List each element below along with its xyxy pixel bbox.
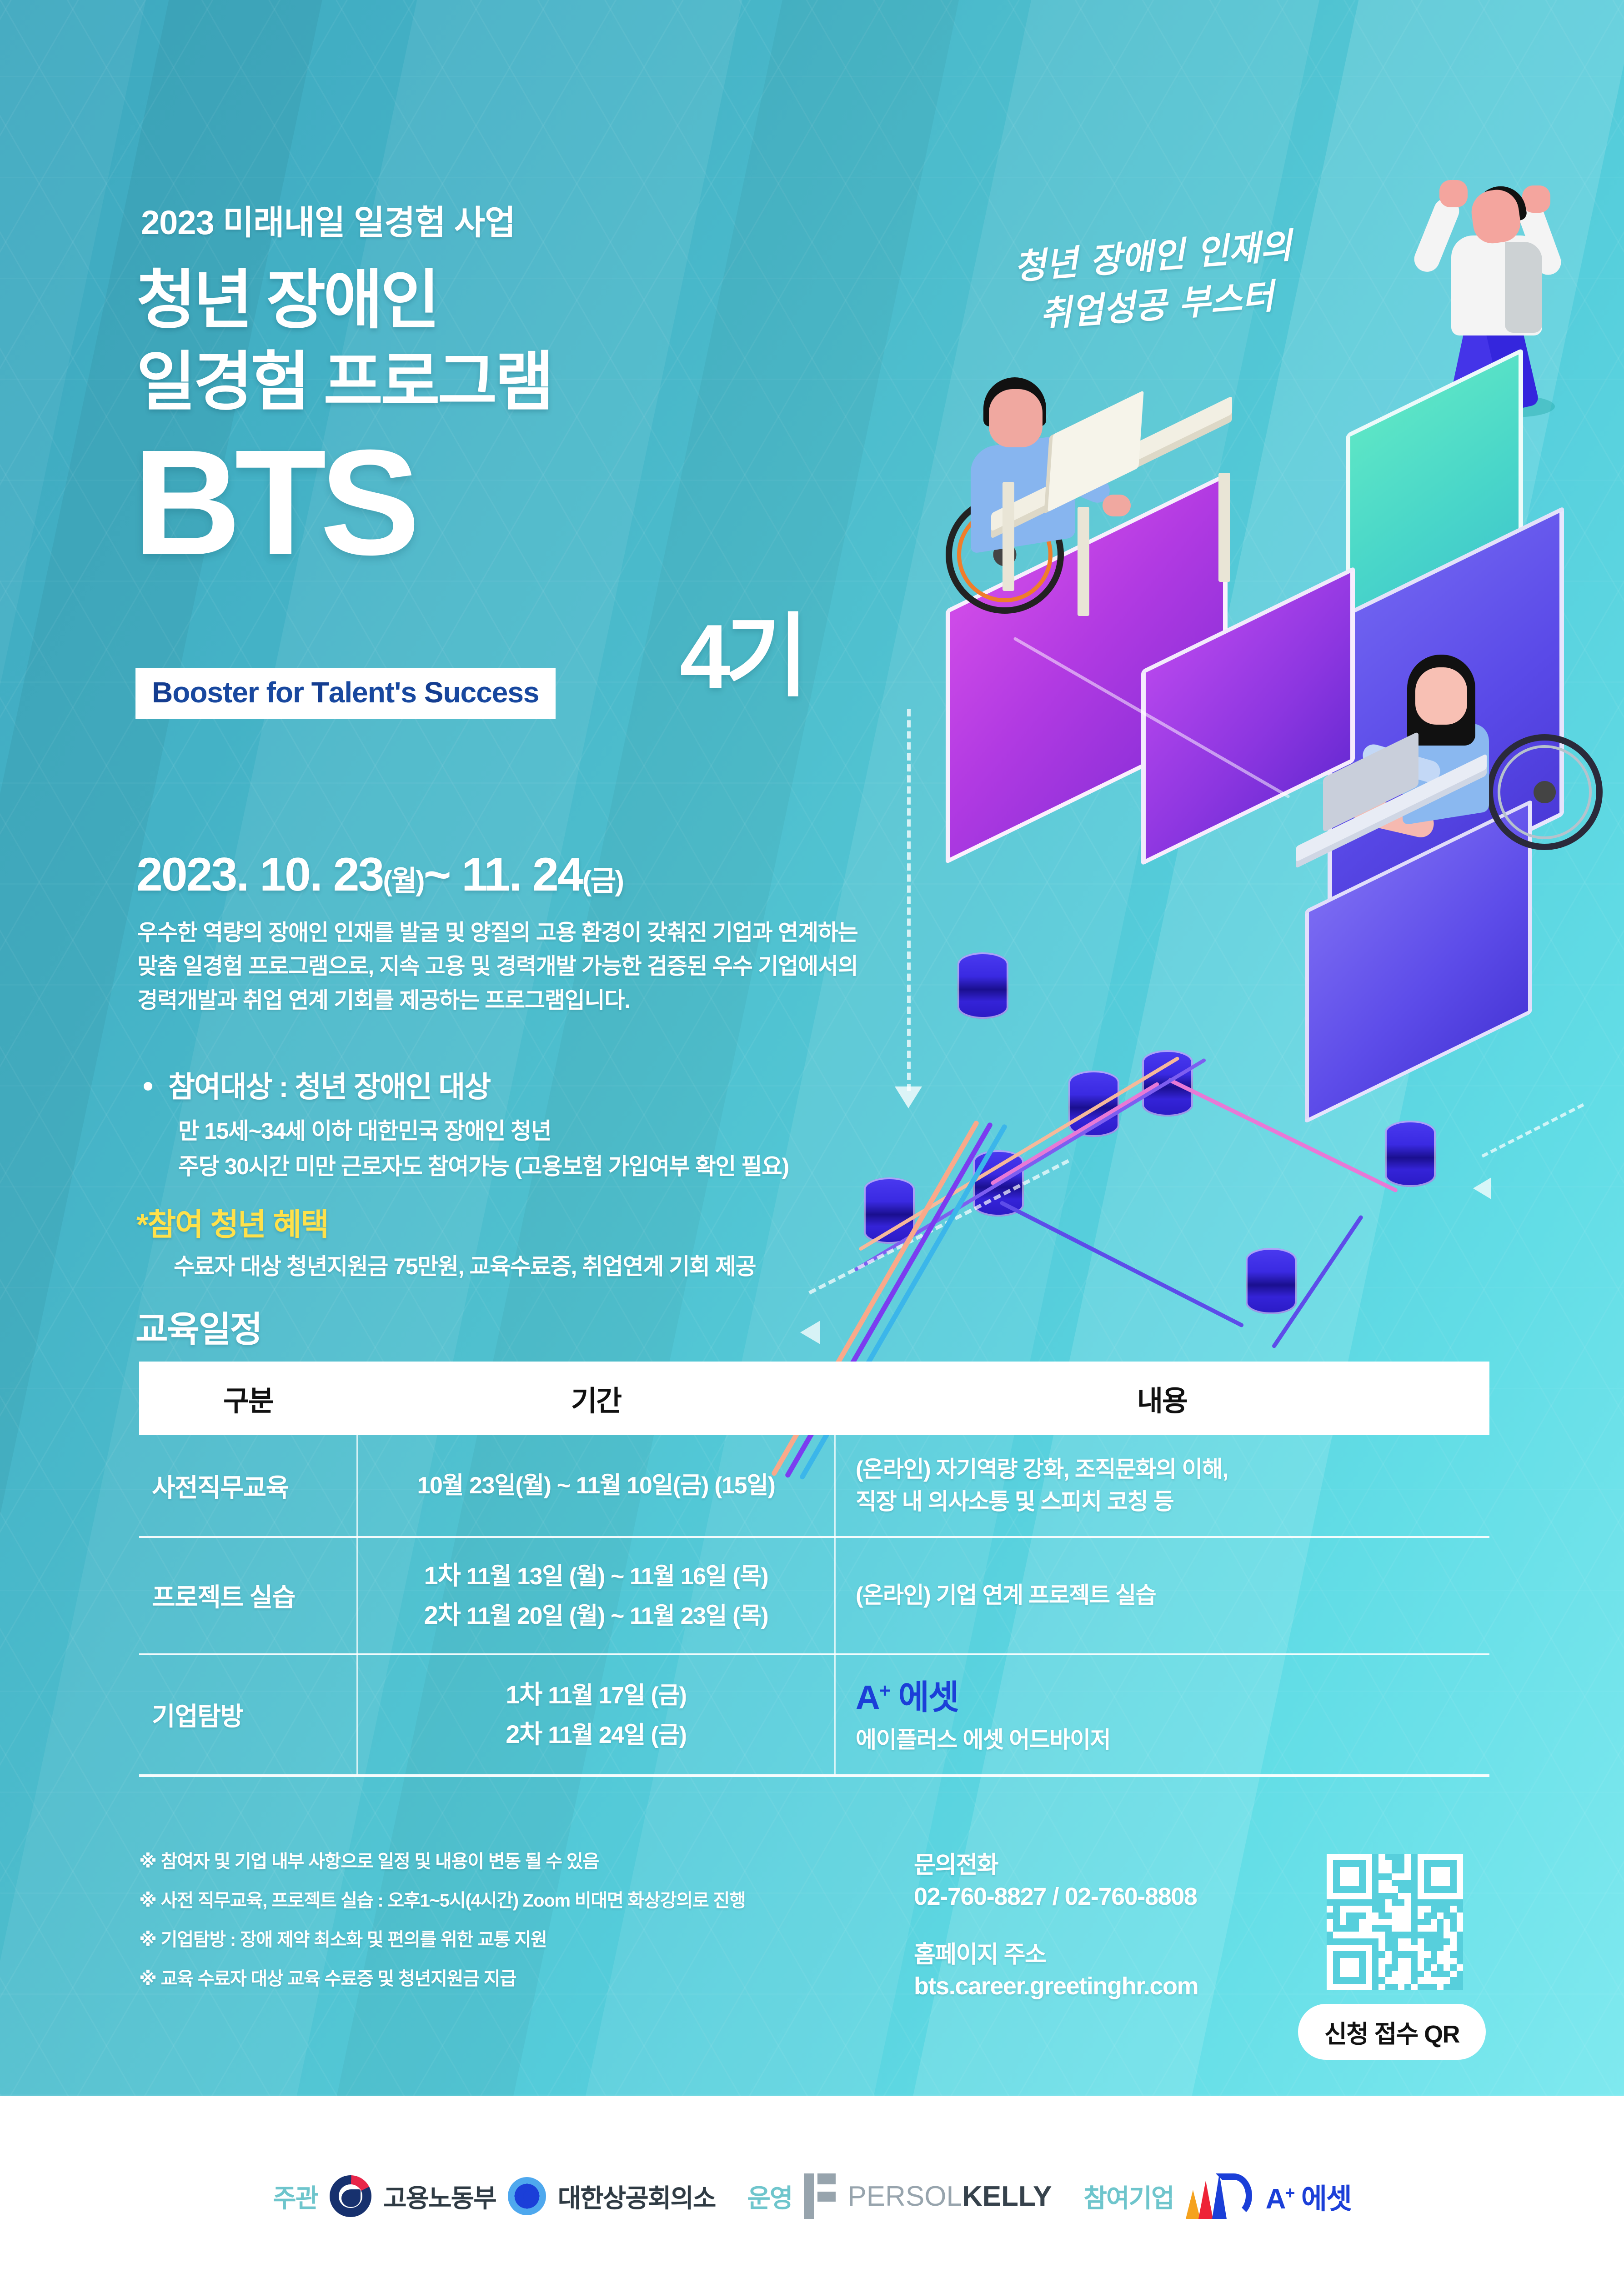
program-description: 우수한 역량의 장애인 인재를 발굴 및 양질의 고용 환경이 갖춰진 기업과 … [137, 921, 858, 1013]
row-content: (온라인) 기업 연계 프로젝트 실습 [835, 1537, 1489, 1655]
cheering-person-illustration [1400, 168, 1582, 417]
row-period: 1차 11월 13일 (월) ~ 11월 16일 (목) 2차 11월 20일 … [357, 1537, 836, 1655]
eligibility-line-1: 만 15세~34세 이하 대한민국 장애인 청년 [178, 1118, 552, 1144]
benefit-title: *참여 청년 혜택 [136, 1207, 329, 1242]
eligibility-line-2: 주당 30시간 미만 근로자도 참여가능 (고용보험 가입여부 확인 필요) [178, 1153, 789, 1179]
website-value[interactable]: bts.career.greetinghr.com [914, 1973, 1199, 2000]
bullet-dot-icon [144, 1082, 152, 1091]
benefit-details: 수료자 대상 청년지원금 75만원, 교육수료증, 취업연계 기회 제공 [174, 1254, 757, 1279]
qr-badge-label: 신청 접수 QR [1298, 2004, 1486, 2060]
row-division: 사전직무교육 [139, 1435, 358, 1538]
row-content: (온라인) 자기역량 강화, 조직문화의 이해, 직장 내 의사소통 및 스피치… [835, 1435, 1489, 1538]
ministry-of-employment-logo-icon [330, 2175, 372, 2217]
person-at-desk-illustration [966, 377, 1131, 568]
col-header-division: 구분 [139, 1362, 357, 1435]
footer-label-partner: 참여기업 [1083, 2183, 1175, 2213]
partner-full-name: 에이플러스 에셋 어드바이저 [856, 1727, 1111, 1752]
col-header-period: 기간 [357, 1362, 835, 1435]
footer-logo-bar: 주관 고용노동부 대한상공회의소 운영 PERSOLKELLY 참여기업 [0, 2096, 1624, 2273]
persol-logo-icon [804, 2173, 836, 2219]
kcci-logo-icon [507, 2177, 546, 2215]
table-row: 프로젝트 실습 1차 11월 13일 (월) ~ 11월 16일 (목) 2차 … [139, 1537, 1489, 1655]
schedule-section-title: 교육일정 [135, 1309, 263, 1349]
qr-code[interactable] [1327, 1854, 1463, 1990]
footer-logo-persolkelly: PERSOLKELLY [847, 2180, 1052, 2212]
footer-group-host: 주관 고용노동부 대한상공회의소 [273, 2175, 717, 2217]
eligibility-title: 참여대상 : 청년 장애인 대상 [168, 1071, 491, 1103]
dashed-arrow-vertical [907, 709, 911, 1091]
tagline: 2023 미래내일 일경험 사업 [141, 204, 516, 241]
footer-group-partner: 참여기업 A+ 에셋 [1083, 2173, 1352, 2219]
isometric-workplace-illustration [841, 345, 1624, 1391]
footer-logo-aplus: A+ 에셋 [1265, 2183, 1352, 2215]
cohort-label: 4기 [680, 606, 808, 707]
row-division: 프로젝트 실습 [139, 1537, 358, 1655]
row-period: 10월 23일(월) ~ 11월 10일(금) (15일) [357, 1435, 836, 1538]
wheelchair-rim-2 [1498, 745, 1592, 839]
contact-block: 문의전화 02-760-8827 / 02-760-8808 홈페이지 주소 b… [914, 1846, 1368, 2000]
footnote-item: ※ 교육 수료자 대상 교육 수료증 및 청년지원금 지급 [139, 1969, 516, 1989]
footer-group-operator: 운영 PERSOLKELLY [747, 2173, 1052, 2219]
phone-value[interactable]: 02-760-8827 / 02-760-8808 [914, 1883, 1198, 1910]
footer-logo-molab: 고용노동부 [383, 2183, 497, 2213]
aplus-asset-logo: A+ 에셋 [856, 1678, 959, 1716]
website-label: 홈페이지 주소 [914, 1942, 1047, 1968]
aplus-asset-mark-icon [1185, 2173, 1254, 2219]
schedule-table: 구분 기간 내용 사전직무교육 10월 23일(월) ~ 11월 10일(금) … [139, 1362, 1489, 1777]
col-header-content: 내용 [835, 1362, 1489, 1435]
footer-label-operate: 운영 [747, 2183, 793, 2213]
eligibility-details: 만 15세~34세 이하 대한민국 장애인 청년 주당 30시간 미만 근로자도… [178, 1114, 906, 1184]
title-line-2: 일경험 프로그램 [136, 346, 554, 418]
phone-label: 문의전화 [914, 1852, 999, 1878]
benefit-amount: 75만원 [393, 1254, 458, 1279]
table-row: 기업탐방 1차 11월 17일 (금) 2차 11월 24일 (금) A+ 에셋… [139, 1654, 1489, 1777]
table-header-row: 구분 기간 내용 [139, 1362, 1489, 1435]
footer-label-host: 주관 [273, 2183, 319, 2213]
poster-background: 2023 미래내일 일경험 사업 청년 장애인 일경험 프로그램 BTS 4기 … [0, 0, 1624, 2096]
row-content-partner-logo: A+ 에셋 에이플러스 에셋 어드바이저 [835, 1654, 1489, 1777]
brand-expansion: Booster for Talent's Success [135, 668, 556, 719]
row-division: 기업탐방 [139, 1654, 358, 1777]
table-row: 사전직무교육 10월 23일(월) ~ 11월 10일(금) (15일) (온라… [139, 1435, 1489, 1538]
footnote-item: ※ 기업탐방 : 장애 제약 최소화 및 편의를 위한 교통 지원 [139, 1930, 547, 1950]
program-period: 2023. 10. 23(월)~ 11. 24(금) [136, 848, 624, 901]
footnotes-list: ※ 참여자 및 기업 내부 사항으로 일정 및 내용이 변동 될 수 있음 ※ … [139, 1847, 912, 2003]
title-line-1: 청년 장애인 [136, 264, 440, 336]
footer-logo-kcci: 대한상공회의소 [557, 2183, 717, 2213]
person-with-laptop-illustration [1350, 655, 1530, 850]
footnote-item: ※ 참여자 및 기업 내부 사항으로 일정 및 내용이 변동 될 수 있음 [139, 1852, 599, 1872]
brand-logo-bts: BTS [133, 418, 420, 586]
row-period: 1차 11월 17일 (금) 2차 11월 24일 (금) [357, 1654, 836, 1777]
footnote-item: ※ 사전 직무교육, 프로젝트 실습 : 오후1~5시(4시간) Zoom 비대… [139, 1891, 746, 1911]
